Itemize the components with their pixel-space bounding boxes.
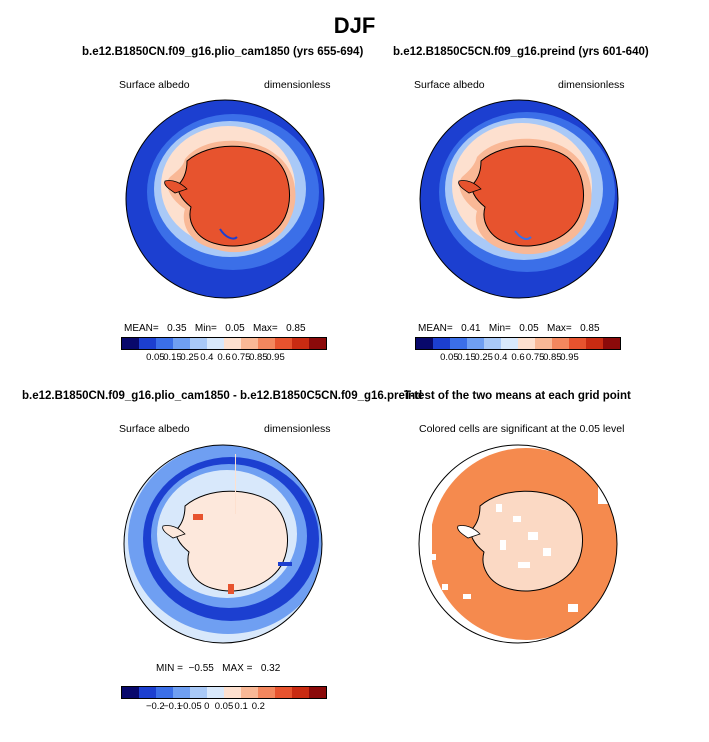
colorbar-tick-label: 0.15: [163, 352, 182, 363]
colorbar-tick-label: 0.95: [266, 352, 285, 363]
panel-2-stats: MEAN= 0.41 Min= 0.05 Max= 0.85: [418, 323, 600, 334]
colorbar-swatch: [433, 338, 450, 349]
colorbar-tick-label: 0.6: [511, 352, 525, 363]
panel-1-polar-map: [125, 99, 325, 299]
panel-3-title: b.e12.B1850CN.f09_g16.plio_cam1850 - b.e…: [22, 390, 423, 402]
colorbar-swatch: [292, 338, 309, 349]
figure-title: DJF: [333, 13, 376, 38]
colorbar-swatch: [173, 338, 190, 349]
colorbar-tick-label: 0.85: [543, 352, 562, 363]
colorbar-swatch: [122, 338, 139, 349]
colorbar-tick-label: 0.1: [234, 701, 248, 712]
colorbar-tick-label: 0.15: [457, 352, 476, 363]
colorbar-tick-label: 0.75: [231, 352, 251, 363]
colorbar-swatch: [416, 338, 433, 349]
panel-1-title: b.e12.B1850CN.f09_g16.plio_cam1850 (yrs …: [82, 46, 364, 58]
panel-4-subtitle: Colored cells are significant at the 0.0…: [419, 423, 625, 435]
colorbar-swatch: [224, 338, 241, 349]
panel-3-units-label: dimensionless: [264, 423, 331, 435]
colorbar-swatch: [552, 338, 569, 349]
colorbar-tick-label: 0: [204, 701, 210, 712]
colorbar-swatch: [207, 687, 224, 698]
colorbar-swatch: [569, 338, 586, 349]
colorbar-tick-label: 0.25: [180, 352, 199, 363]
panel-4-title: T-test of the two means at each grid poi…: [404, 390, 631, 402]
panel-3-variable-label: Surface albedo: [119, 423, 190, 435]
colorbar-swatch: [501, 338, 518, 349]
panel-2-colorbar-ticks: 0.05 0.15 0.25 0.4 0.6 0.75 0.85 0.95: [415, 352, 621, 364]
colorbar-tick-label: 0.05: [214, 701, 234, 712]
colorbar-tick-label: −0.05: [177, 701, 202, 712]
panel-1-stats: MEAN= 0.35 Min= 0.05 Max= 0.85: [124, 323, 306, 334]
panel-2-variable-label: Surface albedo: [414, 79, 485, 91]
colorbar-tick-label: 0.05: [146, 352, 165, 363]
colorbar-tick-label: 0.4: [200, 352, 214, 363]
colorbar-tick-label: 0.4: [494, 352, 508, 363]
panel-3-colorbar: [121, 686, 327, 699]
colorbar-swatch: [139, 338, 156, 349]
colorbar-tick-label: −0.2: [145, 701, 165, 712]
panel-1-variable-label: Surface albedo: [119, 79, 190, 91]
colorbar-swatch: [173, 687, 190, 698]
colorbar-swatch: [258, 338, 275, 349]
colorbar-swatch: [122, 687, 139, 698]
panel-2-polar-map: [419, 99, 619, 299]
colorbar-swatch: [603, 338, 620, 349]
panel-3-polar-map: [123, 444, 323, 644]
colorbar-swatch: [190, 338, 207, 349]
colorbar-swatch: [190, 687, 207, 698]
colorbar-swatch: [484, 338, 501, 349]
colorbar-swatch: [518, 338, 535, 349]
panel-3-stats: MIN = −0.55 MAX = 0.32: [156, 663, 281, 674]
colorbar-tick-label: 0.6: [217, 352, 231, 363]
panel-1-colorbar: [121, 337, 327, 350]
colorbar-tick-label: 0.05: [440, 352, 459, 363]
colorbar-swatch: [450, 338, 467, 349]
colorbar-tick-label: 0.25: [474, 352, 493, 363]
panel-3-colorbar-ticks: −0.2 −0.1 −0.05 0 0.05 0.1 0.2: [121, 701, 327, 713]
colorbar-swatch: [156, 338, 173, 349]
colorbar-swatch: [586, 338, 603, 349]
colorbar-tick-label: 0.85: [249, 352, 268, 363]
panel-2-colorbar: [415, 337, 621, 350]
colorbar-swatch: [139, 687, 156, 698]
colorbar-swatch: [309, 338, 326, 349]
panel-2-units-label: dimensionless: [558, 79, 625, 91]
colorbar-swatch: [224, 687, 241, 698]
colorbar-swatch: [292, 687, 309, 698]
colorbar-swatch: [275, 338, 292, 349]
panel-2-title: b.e12.B1850C5CN.f09_g16.preind (yrs 601-…: [393, 46, 649, 58]
colorbar-swatch: [156, 687, 173, 698]
colorbar-swatch: [467, 338, 484, 349]
colorbar-swatch: [241, 338, 258, 349]
colorbar-swatch: [258, 687, 275, 698]
colorbar-swatch: [309, 687, 326, 698]
colorbar-swatch: [207, 338, 224, 349]
panel-1-units-label: dimensionless: [264, 79, 331, 91]
colorbar-swatch: [275, 687, 292, 698]
colorbar-tick-label: −0.1: [163, 701, 182, 712]
colorbar-swatch: [241, 687, 258, 698]
colorbar-tick-label: 0.2: [251, 701, 265, 712]
colorbar-tick-label: 0.95: [560, 352, 579, 363]
panel-1-colorbar-ticks: 0.05 0.15 0.25 0.4 0.6 0.75 0.85 0.95: [121, 352, 327, 364]
panel-4-polar-map: [418, 444, 618, 644]
colorbar-tick-label: 0.75: [525, 352, 545, 363]
colorbar-swatch: [535, 338, 552, 349]
